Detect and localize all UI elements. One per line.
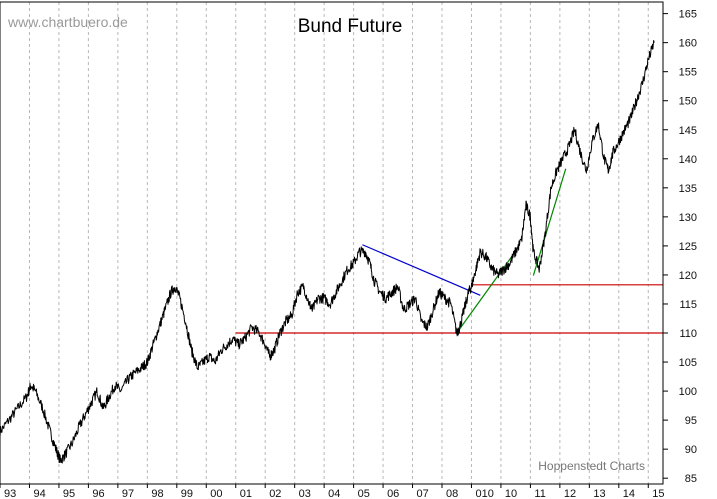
x-tick-label: 06 (387, 488, 399, 499)
x-tick-label: 99 (181, 488, 193, 499)
x-tick-label: 02 (269, 488, 281, 499)
x-tick-label: 08 (446, 488, 458, 499)
x-tick-label: 94 (33, 488, 45, 499)
x-tick-label: 93 (4, 488, 16, 499)
reference-lines-layer (235, 168, 663, 334)
y-tick-label: 115 (679, 299, 697, 311)
x-tick-label: 04 (328, 488, 340, 499)
x-tick-label: 10 (505, 488, 517, 499)
grid-layer (28, 2, 649, 484)
y-tick-label: 130 (679, 212, 697, 224)
x-tick-label: 12 (564, 488, 576, 499)
y-tick-label: 100 (679, 386, 697, 398)
credit-text: Hoppenstedt Charts (538, 459, 645, 473)
plot-frame (0, 1, 664, 485)
trend-line (532, 168, 567, 276)
x-tick-label: 13 (593, 488, 605, 499)
y-tick-label: 150 (679, 96, 697, 108)
y-tick-label: 160 (679, 38, 697, 50)
y-tick-label: 145 (679, 125, 697, 137)
x-tick-label: 15 (652, 488, 664, 499)
trend-line (362, 244, 481, 296)
x-tick-label: 010 (475, 488, 493, 499)
y-tick-label: 110 (679, 328, 697, 340)
y-tick-label: 105 (679, 357, 697, 369)
price-series-line (0, 40, 655, 464)
x-tick-label: 01 (240, 488, 252, 499)
x-tick-label: 07 (417, 488, 429, 499)
y-tick-label: 165 (679, 9, 697, 21)
y-tick-label: 85 (685, 473, 697, 485)
x-tick-label: 97 (122, 488, 134, 499)
axis-layer: 93 94 95 96 97 98 99 00 01 02 03 04 05 06 07 08 010 10 11 1… (0, 1, 697, 499)
y-tick-label: 155 (679, 67, 697, 79)
y-tick-label: 90 (685, 444, 697, 456)
series-layer (0, 40, 655, 464)
x-tick-label: 96 (92, 488, 104, 499)
watermark-text: www.chartbuero.de (7, 14, 128, 30)
y-tick-label: 140 (679, 154, 697, 166)
y-tick-label: 135 (679, 183, 697, 195)
x-tick-label: 98 (151, 488, 163, 499)
y-tick-label: 125 (679, 241, 697, 253)
x-tick-label: 00 (210, 488, 222, 499)
x-tick-label: 11 (534, 488, 545, 499)
y-tick-label: 95 (685, 415, 697, 427)
x-tick-label: 14 (623, 488, 635, 499)
x-tick-label: 03 (299, 488, 311, 499)
x-tick-label: 05 (358, 488, 370, 499)
trend-line (456, 246, 520, 334)
y-tick-label: 120 (679, 270, 697, 282)
x-tick-label: 95 (63, 488, 75, 499)
chart-title: Bund Future (298, 16, 403, 37)
